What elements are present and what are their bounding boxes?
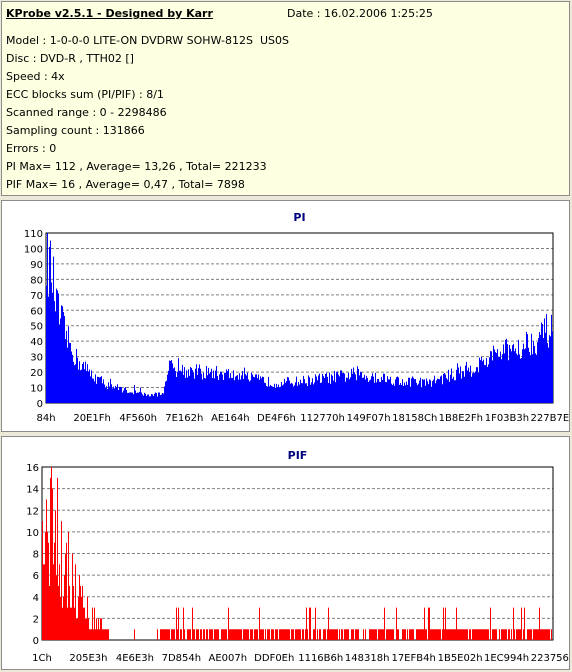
y-tick-label: 2	[33, 614, 39, 625]
disc-line: Disc : DVD-R , TTH02 []	[6, 52, 134, 65]
y-tick-label: 60	[30, 306, 43, 317]
y-tick-label: 4	[33, 593, 39, 604]
x-tick-label: AE164h	[211, 413, 250, 424]
x-tick-label: 205E3h	[69, 653, 107, 664]
x-tick-label: 112770h	[300, 413, 345, 424]
errors-line: Errors : 0	[6, 142, 57, 155]
y-tick-label: 0	[33, 636, 39, 647]
y-tick-label: 40	[30, 337, 43, 348]
x-tick-label: 149F07h	[347, 413, 391, 424]
y-tick-label: 30	[30, 353, 43, 364]
x-tick-label: 4E6E3h	[116, 653, 154, 664]
y-tick-label: 50	[30, 322, 43, 333]
y-tick-label: 6	[33, 571, 39, 582]
range-line: Scanned range : 0 - 2298486	[6, 106, 167, 119]
x-tick-label: 20E1Fh	[73, 413, 111, 424]
ecc-line: ECC blocks sum (PI/PIF) : 8/1	[6, 88, 164, 101]
x-tick-label: 18158Ch	[392, 413, 437, 424]
chart-title: PI	[293, 211, 305, 224]
x-tick-label: 1B5E02h	[438, 653, 483, 664]
x-tick-label: 223756h	[531, 653, 569, 664]
pif-chart: PIF 0 2 4 6 8 10 12 14 16 1Ch 205E3h 4E6E3h 7D854h AE0…	[26, 449, 569, 664]
y-tick-label: 110	[24, 229, 43, 240]
x-tick-label: DE4F6h	[257, 413, 296, 424]
pif-chart-panel: PIF 0 2 4 6 8 10 12 14 16 1Ch 205E3h 4E6E3h 7D854h AE0…	[1, 436, 570, 670]
x-tick-label: 1F03B3h	[485, 413, 529, 424]
y-tick-label: 10	[26, 528, 39, 539]
y-tick-label: 12	[26, 506, 39, 517]
x-tick-label: 1EC994h	[484, 653, 529, 664]
x-tick-label: 1B8E2Fh	[439, 413, 483, 424]
speed-line: Speed : 4x	[6, 70, 65, 83]
y-tick-label: 10	[30, 384, 43, 395]
model-line: Model : 1-0-0-0 LITE-ON DVDRW SOHW-812S …	[6, 34, 289, 47]
sampling-line: Sampling count : 131866	[6, 124, 145, 137]
pif-summary-line: PIF Max= 16 , Average= 0,47 , Total= 789…	[6, 178, 245, 191]
y-tick-label: 100	[24, 244, 43, 255]
y-tick-label: 90	[30, 260, 43, 271]
x-tick-label: 1Ch	[32, 653, 52, 664]
x-tick-label: 17EFB4h	[391, 653, 435, 664]
pi-chart-panel: PI 0 10 20 30 40 50 60 70 80 90 100 110 84h 20E1Fh 4F56…	[1, 200, 570, 432]
y-tick-label: 70	[30, 291, 43, 302]
pi-chart: PI 0 10 20 30 40 50 60 70 80 90 100 110 84h 20E1Fh 4F56…	[24, 211, 569, 424]
x-tick-label: 227B7Eh	[531, 413, 569, 424]
scan-date: Date : 16.02.2006 1:25:25	[287, 7, 433, 20]
chart-title: PIF	[288, 449, 308, 462]
x-tick-label: 7D854h	[162, 653, 202, 664]
data-series	[46, 233, 553, 403]
y-tick-label: 80	[30, 275, 43, 286]
x-tick-label: 4F560h	[119, 413, 157, 424]
y-tick-label: 14	[26, 485, 39, 496]
x-tick-label: 148318h	[345, 653, 390, 664]
app-title: KProbe v2.5.1 - Designed by Karr	[6, 7, 213, 20]
y-tick-label: 8	[33, 550, 39, 561]
x-tick-label: 1116B6h	[298, 653, 343, 664]
pi-summary-line: PI Max= 112 , Average= 13,26 , Total= 22…	[6, 160, 267, 173]
x-tick-label: 7E162h	[165, 413, 203, 424]
data-series	[42, 467, 552, 640]
x-tick-label: AE007h	[209, 653, 248, 664]
x-tick-label: DDF0Eh	[254, 653, 294, 664]
y-tick-label: 16	[26, 463, 39, 474]
y-tick-label: 20	[30, 368, 43, 379]
info-panel: KProbe v2.5.1 - Designed by Karr Date : …	[1, 1, 570, 196]
x-tick-label: 84h	[36, 413, 55, 424]
y-tick-label: 0	[37, 399, 43, 410]
